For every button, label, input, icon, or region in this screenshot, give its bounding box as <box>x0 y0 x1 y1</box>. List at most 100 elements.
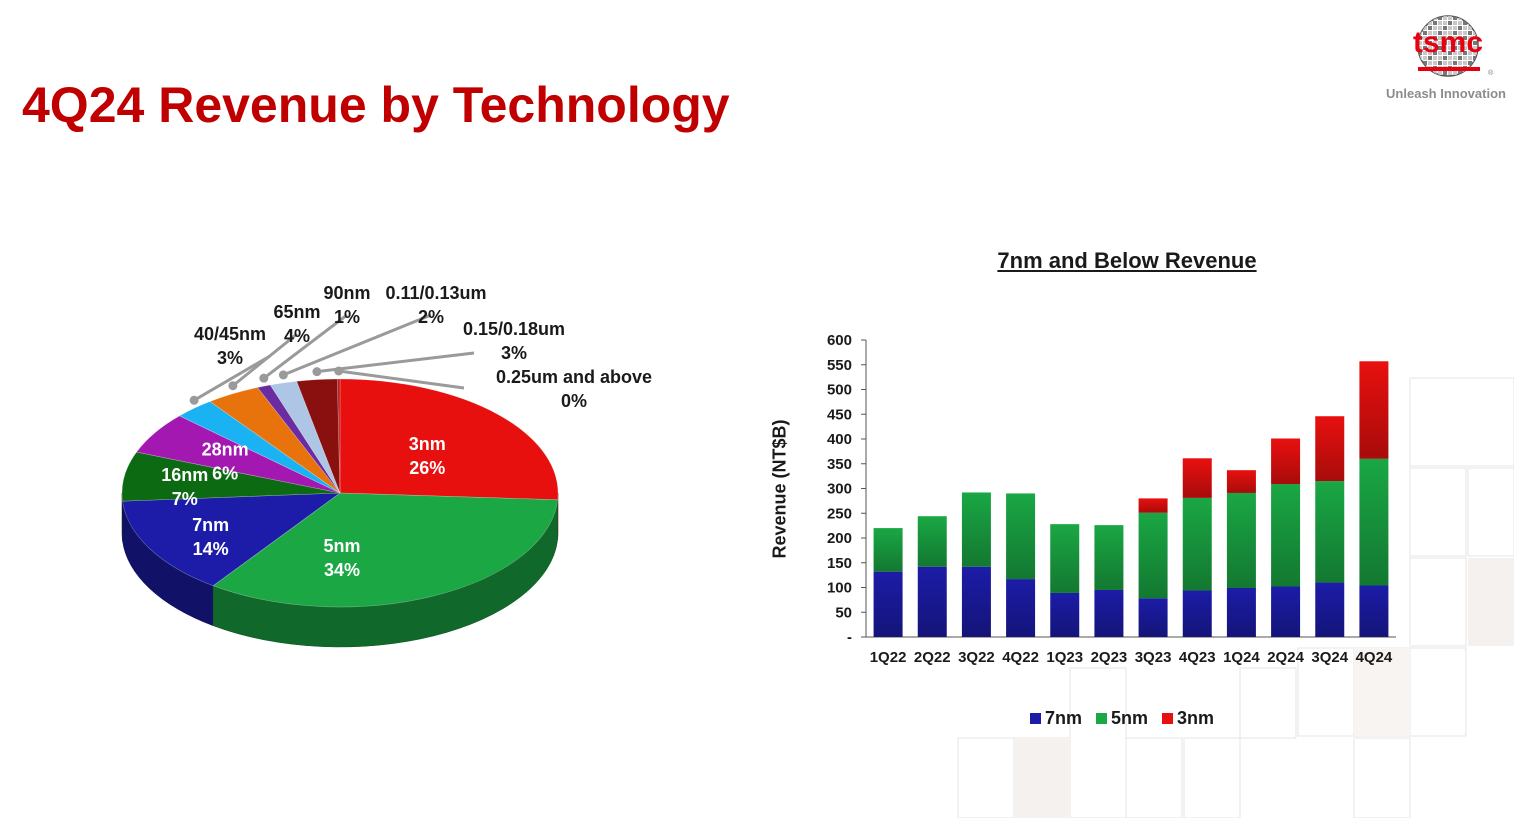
bar-4q24-7nm <box>1359 585 1389 637</box>
y-tick-label: 150 <box>827 555 852 572</box>
bar-3q24-7nm <box>1315 582 1345 637</box>
pie-leader-dot-90nm <box>259 373 269 383</box>
pie-slice-0-15-0-18um <box>296 378 341 494</box>
pie-leader-0-15-0-18um <box>316 351 475 374</box>
pie-slice-5nm <box>212 492 558 608</box>
y-tick-label: 600 <box>827 332 852 349</box>
y-tick-label: 100 <box>827 580 852 597</box>
pie-label-value-16nm: 7% <box>172 489 198 509</box>
x-tick-label-3q24: 3Q24 <box>1311 649 1348 666</box>
wafer-logo-icon: tsmc ® <box>1413 15 1494 77</box>
x-tick-label-2q22: 2Q22 <box>914 649 951 666</box>
x-tick-label-4q23: 4Q23 <box>1179 649 1216 666</box>
pie-slice-28nm <box>136 415 341 494</box>
x-tick-label-4q24: 4Q24 <box>1356 649 1393 666</box>
x-tick-label-2q24: 2Q24 <box>1267 649 1304 666</box>
y-tick-label: 300 <box>827 481 852 498</box>
bar-1q24-7nm <box>1226 587 1256 637</box>
bar-4q24-3nm <box>1359 361 1389 459</box>
pie-label-name-7nm: 7nm <box>192 515 229 535</box>
bar-4q22-7nm <box>1006 579 1036 637</box>
bar-1q23-5nm <box>1050 524 1080 593</box>
bar-3q23-7nm <box>1138 598 1168 637</box>
pie-slice-40-45nm <box>178 401 341 494</box>
bar-4q24-5nm <box>1359 458 1389 586</box>
pie-leader-dot-0-11-0-13um <box>278 370 288 380</box>
pie-leader-0-11-0-13um <box>282 313 432 377</box>
legend-swatch-3nm <box>1162 713 1174 724</box>
pie-label-value-5nm: 34% <box>324 560 360 580</box>
pie-label-value-40-45nm: 3% <box>217 348 243 368</box>
pie-label-name-28nm: 28nm <box>202 440 249 460</box>
pie-label-value-65nm: 4% <box>284 326 310 346</box>
pie-leader-dot-0-25um-and-above <box>334 366 344 376</box>
pie-leader-40-45nm <box>193 354 271 402</box>
pie-label-name-0-15-0-18um: 0.15/0.18um <box>463 319 565 339</box>
pie-label-name-5nm: 5nm <box>323 536 360 556</box>
legend-swatch-7nm <box>1030 713 1041 724</box>
bar-legend: 7nm 5nm 3nm <box>1030 708 1214 729</box>
pie-slice-90nm <box>256 384 341 494</box>
pie-label-name-0-25um-and-above: 0.25um and above <box>496 367 652 387</box>
bar-2q23-5nm <box>1094 525 1124 590</box>
tsmc-logo: tsmc ® Unleash Innovation <box>1378 10 1514 102</box>
pie-label-value-0-15-0-18um: 3% <box>501 343 527 363</box>
pie-label-name-3nm: 3nm <box>409 434 446 454</box>
y-tick-label: 550 <box>827 357 852 374</box>
svg-text:®: ® <box>1488 69 1494 77</box>
bar-2q23-7nm <box>1094 589 1124 637</box>
pie-slice-7nm <box>122 492 341 587</box>
bar-4q23-5nm <box>1182 497 1212 591</box>
pie-leader-90nm <box>262 313 348 380</box>
bar-3q23-3nm <box>1138 498 1168 513</box>
pie-slice-3nm <box>339 378 559 501</box>
y-tick-label: 50 <box>835 604 852 621</box>
pie-label-value-3nm: 26% <box>409 458 445 478</box>
bar-4q23-3nm <box>1182 458 1212 498</box>
pie-slice-0-11-0-13um <box>269 380 341 494</box>
bar-1q24-5nm <box>1226 492 1256 588</box>
bar-1q22-5nm <box>873 528 903 572</box>
x-tick-label-4q22: 4Q22 <box>1002 649 1039 666</box>
bar-2q24-7nm <box>1271 586 1301 637</box>
x-tick-label-3q22: 3Q22 <box>958 649 995 666</box>
legend-label-3nm: 3nm <box>1177 708 1215 728</box>
x-tick-label-1q24: 1Q24 <box>1223 649 1260 666</box>
pie-label-value-0-11-0-13um: 2% <box>418 307 444 327</box>
bar-3q22-7nm <box>961 566 991 637</box>
bar-3q23-5nm <box>1138 512 1168 599</box>
pie-chart: 3nm 26% 5nm 34% 7nm 14% 16nm 7% 28nm 6% 40/45nm 3% 6… <box>121 283 652 648</box>
pie-label-name-0-11-0-13um: 0.11/0.13um <box>385 283 486 303</box>
y-tick-label: - <box>847 629 852 646</box>
logo-tagline: Unleash Innovation <box>1386 86 1506 101</box>
legend-item-7nm: 7nm <box>1030 708 1082 729</box>
bar-3q24-5nm <box>1315 481 1345 583</box>
legend-label-7nm: 7nm <box>1045 708 1083 728</box>
y-tick-label: 200 <box>827 530 852 547</box>
page-title: 4Q24 Revenue by Technology <box>22 77 730 133</box>
bar-1q24-3nm <box>1226 470 1256 493</box>
logo-wordmark: tsmc <box>1413 26 1483 59</box>
pie-slice-65nm <box>209 387 341 494</box>
pie-label-name-16nm: 16nm <box>161 465 208 485</box>
pie-label-value-7nm: 14% <box>193 539 229 559</box>
legend-label-5nm: 5nm <box>1111 708 1149 728</box>
bar-2q22-7nm <box>917 566 947 637</box>
y-tick-label: 450 <box>827 406 852 423</box>
bar-chart-title: 7nm and Below Revenue <box>997 248 1257 273</box>
legend-swatch-5nm <box>1096 713 1108 724</box>
y-tick-label: 250 <box>827 505 852 522</box>
x-tick-label-1q23: 1Q23 <box>1046 649 1083 666</box>
bar-1q23-7nm <box>1050 592 1080 637</box>
bar-3q22-5nm <box>961 492 991 567</box>
pie-label-value-90nm: 1% <box>334 307 360 327</box>
x-tick-label-3q23: 3Q23 <box>1135 649 1172 666</box>
bar-2q24-5nm <box>1271 484 1301 587</box>
y-tick-label: 350 <box>827 456 852 473</box>
pie-slice-16nm <box>121 451 341 502</box>
pie-leader-0-25um-and-above <box>338 369 465 390</box>
pie-slice-0-25um-and-above <box>337 378 341 494</box>
pie-label-name-65nm: 65nm <box>273 302 320 322</box>
bar-2q24-3nm <box>1271 438 1301 485</box>
